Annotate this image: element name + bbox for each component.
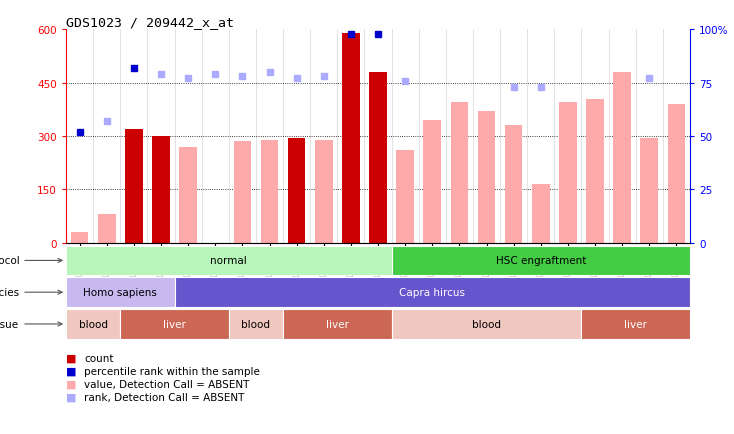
Bar: [668, 105, 686, 243]
Text: liver: liver: [326, 319, 349, 329]
Bar: [559, 103, 577, 243]
Bar: [288, 138, 305, 243]
Bar: [478, 112, 495, 243]
Text: liver: liver: [163, 319, 186, 329]
Text: GDS1023 / 209442_x_at: GDS1023 / 209442_x_at: [66, 16, 234, 29]
Text: count: count: [84, 353, 114, 363]
Bar: [66, 309, 120, 339]
Text: normal: normal: [211, 256, 247, 266]
Bar: [391, 309, 581, 339]
Bar: [66, 278, 175, 307]
Bar: [152, 188, 170, 243]
Bar: [98, 215, 115, 243]
Bar: [369, 73, 387, 243]
Text: blood: blood: [79, 319, 108, 329]
Bar: [179, 148, 197, 243]
Text: species: species: [0, 288, 62, 297]
Text: Capra hircus: Capra hircus: [399, 288, 465, 297]
Text: rank, Detection Call = ABSENT: rank, Detection Call = ABSENT: [84, 392, 244, 402]
Text: Homo sapiens: Homo sapiens: [84, 288, 157, 297]
Bar: [586, 99, 604, 243]
Bar: [342, 34, 360, 243]
Bar: [641, 138, 658, 243]
Text: liver: liver: [625, 319, 647, 329]
Bar: [233, 142, 251, 243]
Bar: [261, 140, 278, 243]
Bar: [505, 126, 523, 243]
Bar: [315, 140, 333, 243]
Bar: [152, 137, 170, 243]
Text: value, Detection Call = ABSENT: value, Detection Call = ABSENT: [84, 379, 250, 389]
Bar: [125, 130, 142, 243]
Text: ■: ■: [66, 366, 76, 376]
Bar: [424, 121, 441, 243]
Bar: [451, 103, 468, 243]
Text: blood: blood: [472, 319, 501, 329]
Text: ■: ■: [66, 353, 76, 363]
Text: percentile rank within the sample: percentile rank within the sample: [84, 366, 261, 376]
Text: ■: ■: [66, 379, 76, 389]
Bar: [229, 309, 283, 339]
Bar: [391, 246, 690, 276]
Text: protocol: protocol: [0, 256, 62, 266]
Bar: [532, 184, 550, 243]
Text: HSC engraftment: HSC engraftment: [495, 256, 586, 266]
Bar: [175, 278, 690, 307]
Text: tissue: tissue: [0, 319, 62, 329]
Bar: [70, 233, 88, 243]
Bar: [581, 309, 690, 339]
Text: blood: blood: [241, 319, 270, 329]
Text: ■: ■: [66, 392, 76, 402]
Bar: [614, 73, 631, 243]
Bar: [66, 246, 391, 276]
Bar: [120, 309, 229, 339]
Bar: [396, 151, 414, 243]
Bar: [283, 309, 391, 339]
